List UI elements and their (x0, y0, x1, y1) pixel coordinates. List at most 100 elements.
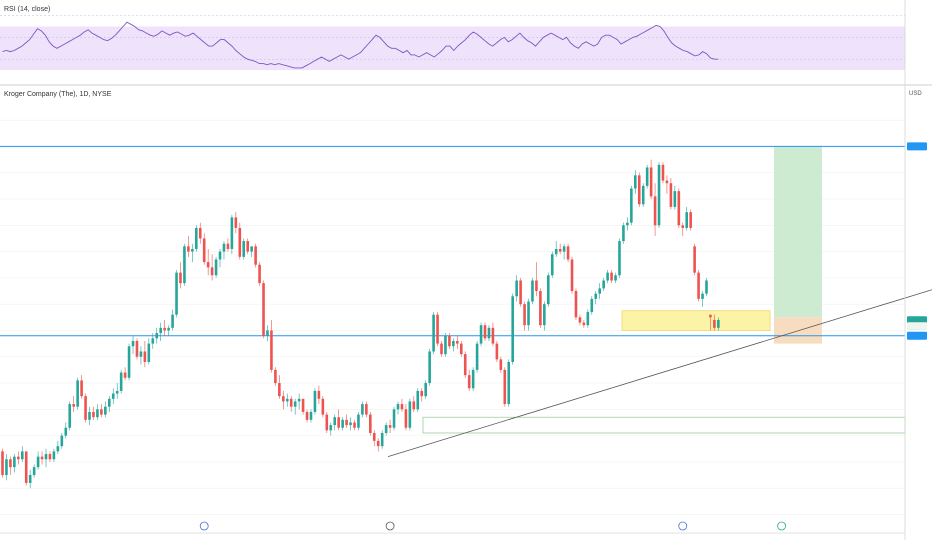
candle-body (72, 404, 75, 407)
candle-body (270, 330, 273, 370)
rsi-indicator-label[interactable]: RSI (14, close) (4, 6, 50, 13)
candle-body (353, 422, 356, 428)
candle-body (471, 369, 475, 389)
candle-body (329, 425, 333, 431)
rsi-panel[interactable]: RSI (14, close) (0, 6, 905, 71)
candle-body (598, 288, 602, 294)
candle-body (380, 432, 384, 447)
candle-body (531, 280, 534, 302)
candle-body (159, 327, 162, 334)
candle-body (56, 446, 60, 452)
candle-body (467, 375, 471, 389)
symbol-title[interactable]: Kroger Company (The), 1D, NYSE (4, 91, 112, 98)
candle-body (649, 167, 653, 197)
rsi-line (2, 21, 719, 69)
candle-body (147, 343, 151, 363)
candle-body (681, 225, 685, 228)
candle-body (206, 262, 210, 268)
candle-body (645, 167, 649, 186)
candles (1, 159, 720, 489)
candle-body (594, 293, 598, 299)
candle-body (194, 227, 198, 249)
candle-body (321, 398, 325, 415)
candle-body (365, 404, 368, 415)
long-position-tool[interactable] (774, 146, 822, 344)
candle-body (554, 248, 558, 255)
candle-body (20, 451, 24, 460)
candle-body (48, 454, 52, 460)
candle-body (697, 272, 700, 299)
candle-body (139, 351, 143, 357)
candle-body (440, 343, 443, 355)
candle-body (68, 404, 72, 428)
candle-body (693, 246, 696, 273)
candle-body (349, 422, 352, 426)
candle-body (1, 451, 4, 476)
candle-body (463, 354, 467, 376)
horizontal-levels[interactable] (0, 145, 905, 337)
candle-body (297, 398, 301, 402)
candle-body (274, 369, 277, 384)
candle-body (127, 346, 131, 378)
candle-body (677, 191, 681, 226)
candle-body (289, 398, 293, 407)
candle-body (341, 419, 344, 428)
candle-body (436, 314, 439, 344)
candle-body (155, 333, 159, 339)
candle-body (163, 327, 166, 331)
trendline[interactable] (387, 289, 932, 458)
candle-body (558, 248, 562, 252)
candle-body (507, 362, 511, 405)
candle-body (107, 398, 111, 407)
candle-body (562, 246, 566, 252)
candle-body (515, 280, 518, 297)
candle-body (665, 180, 669, 184)
candle-body (17, 456, 20, 460)
candle-body (499, 359, 503, 370)
candle-body (614, 275, 617, 281)
candle-body (424, 383, 427, 397)
candle-body (543, 304, 546, 326)
candle-body (234, 217, 238, 228)
candle-body (578, 317, 582, 323)
candle-body (432, 314, 435, 352)
candle-body (167, 327, 170, 331)
candle-body (448, 335, 451, 347)
candle-body (653, 196, 657, 226)
candle-body (266, 330, 269, 336)
candle-body (40, 456, 44, 460)
candle-body (214, 259, 218, 276)
candle-body (626, 222, 629, 226)
candle-body (400, 404, 404, 410)
currency-label: USD (909, 91, 922, 97)
candle-body (673, 191, 677, 207)
candle-body (313, 390, 317, 412)
candle-body (669, 183, 673, 207)
candle-body (285, 398, 289, 402)
candle-body (100, 409, 103, 415)
candle-body (491, 327, 495, 344)
candle-body (495, 343, 499, 360)
candle-body (586, 312, 590, 326)
candle-body (293, 401, 297, 407)
candle-body (527, 301, 530, 326)
candle-body (104, 406, 107, 415)
candle-body (111, 393, 115, 399)
candle-body (396, 404, 400, 410)
candle-body (28, 475, 32, 483)
candle-body (60, 435, 64, 447)
candle-body (301, 398, 305, 412)
candle-body (238, 227, 242, 257)
candle-body (634, 175, 637, 189)
candle-body (685, 212, 689, 228)
candle-body (369, 414, 372, 433)
candle-body (717, 319, 720, 328)
candle-body (566, 246, 570, 260)
candle-body (226, 243, 230, 249)
candle-body (539, 291, 542, 326)
zones (422, 310, 906, 434)
event-markers[interactable] (199, 521, 932, 531)
candle-body (230, 217, 234, 249)
price-grid (0, 119, 905, 515)
